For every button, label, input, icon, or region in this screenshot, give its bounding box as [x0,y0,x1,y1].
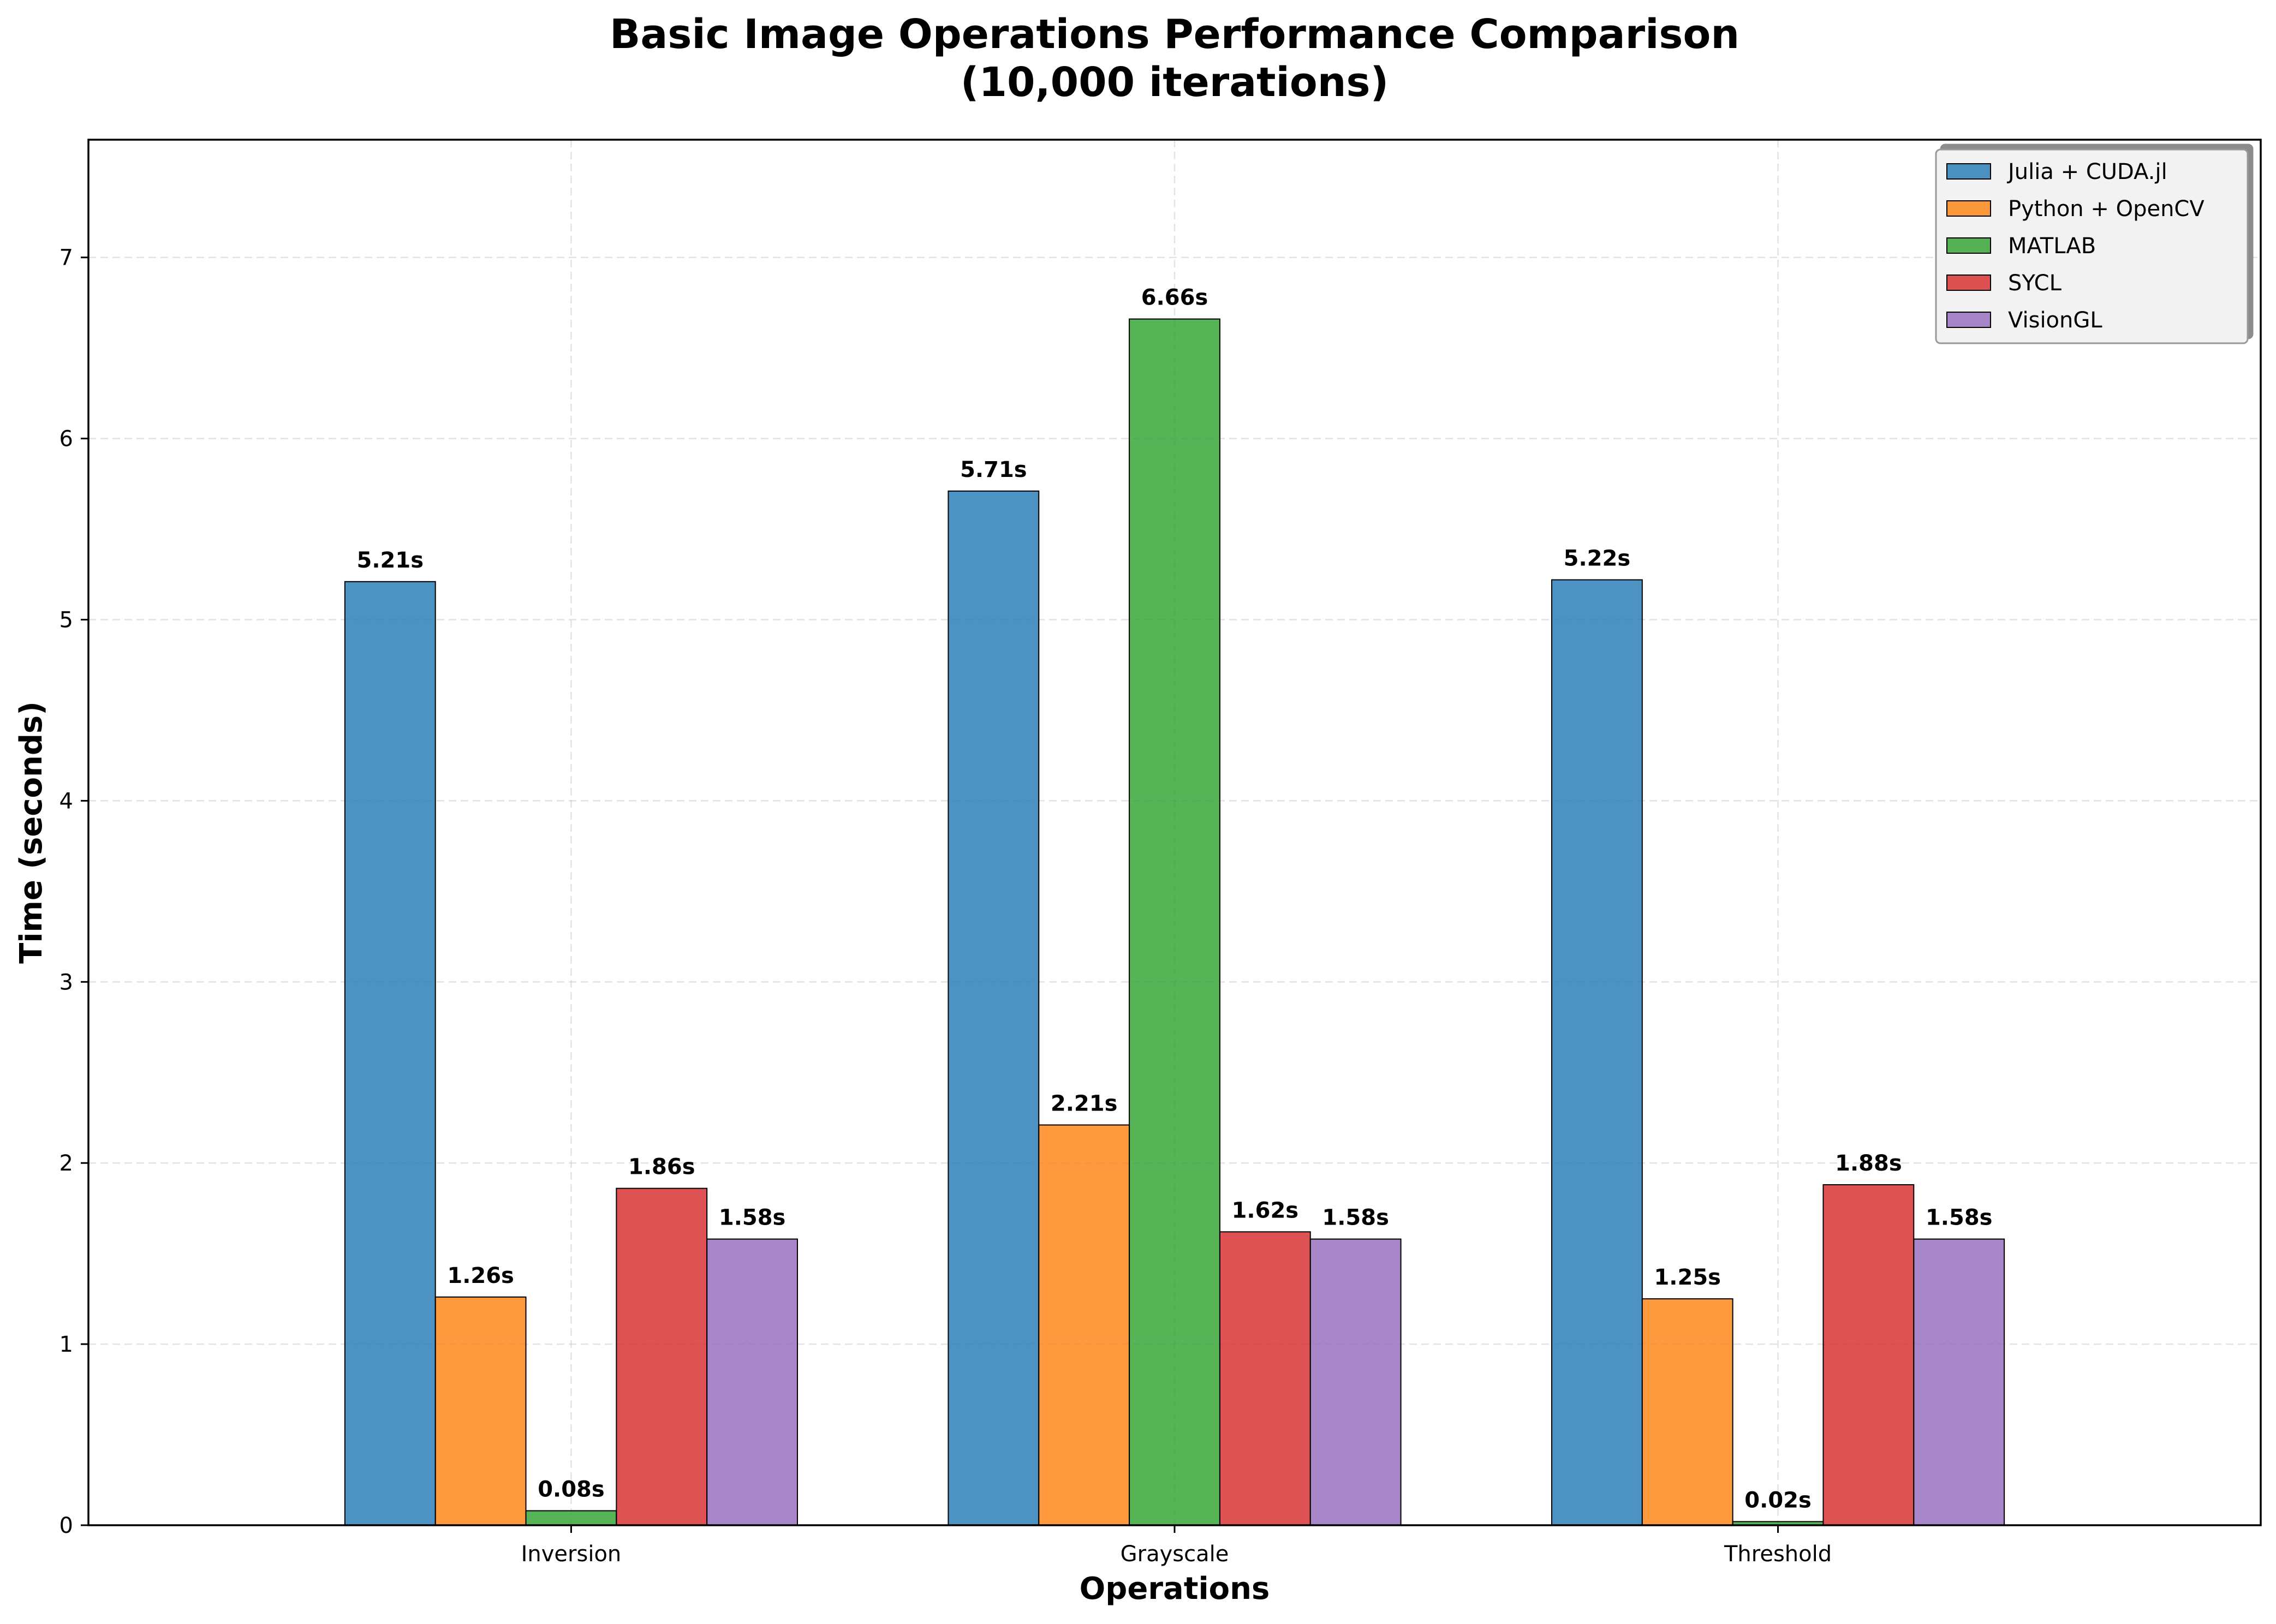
bar [525,1510,617,1526]
bar [616,1187,708,1526]
data-label: 1.58s [1322,1205,1389,1231]
legend: Julia + CUDA.jl Python + OpenCV MATLAB SYCL… [1935,148,2249,344]
bar [948,490,1040,1526]
data-label: 0.02s [1744,1488,1812,1513]
chart-title-line: Basic Image Operations Performance Compa… [610,11,1739,58]
y-tick-label: 0 [59,1513,73,1538]
data-label: 5.22s [1564,546,1631,571]
data-label: 1.62s [1232,1198,1299,1223]
y-tick-label: 1 [59,1332,73,1357]
legend-label: VisionGL [2008,308,2102,333]
data-label: 1.58s [1926,1205,1993,1231]
y-tick-label: 2 [59,1151,73,1176]
bar [1641,1298,1733,1526]
bar [1913,1238,2005,1526]
bar [1551,579,1643,1526]
data-label: 6.66s [1141,285,1208,311]
legend-label: MATLAB [2008,234,2096,259]
x-tick-label: Inversion [521,1542,622,1567]
data-label: 1.88s [1835,1151,1902,1176]
y-tick-label: 6 [59,427,73,452]
chart-title: Basic Image Operations Performance Compa… [610,11,1739,106]
y-tick-label: 5 [59,608,73,633]
data-label: 0.08s [538,1477,605,1502]
bar [344,581,436,1526]
bar [1309,1238,1402,1526]
legend-swatch [1946,237,1991,254]
y-tick-label: 4 [59,789,73,814]
legend-swatch [1946,312,1991,328]
bar [1129,318,1220,1526]
x-axis-label: Operations [1080,1571,1270,1607]
data-labels: 5.21s 5.71s 5.22s 1.26s 2.21s 1.25s 0.08s 6.66s… [357,285,1993,1513]
bar [1038,1124,1130,1526]
bar [1219,1231,1311,1526]
y-tick-label: 7 [59,246,73,271]
x-tick-label: Threshold [1724,1542,1832,1567]
bars [344,318,2005,1526]
data-label: 1.25s [1654,1265,1721,1290]
legend-swatch [1946,200,1991,217]
axes: 0 1 2 3 4 5 6 7 Inversion Grayscale Threshold Opera… [14,139,2262,1607]
legend-swatch [1946,163,1991,180]
legend-label: SYCL [2008,271,2062,296]
legend-box [1935,148,2249,344]
data-label: 1.26s [447,1263,514,1288]
legend-swatch [1946,274,1991,291]
data-label: 5.71s [960,457,1027,482]
bar [1822,1184,1915,1526]
y-axis-label: Time (seconds) [14,701,49,964]
y-tick-label: 3 [59,970,73,995]
data-label: 1.86s [628,1155,695,1180]
bar [706,1238,799,1526]
data-label: 1.58s [719,1205,786,1231]
x-tick-label: Grayscale [1121,1542,1229,1567]
chart-title-line: (10,000 iterations) [961,59,1389,106]
bar [434,1296,527,1526]
legend-label: Python + OpenCV [2008,196,2204,222]
data-label: 2.21s [1051,1091,1118,1116]
data-label: 5.21s [357,548,424,573]
legend-label: Julia + CUDA.jl [2006,159,2167,184]
